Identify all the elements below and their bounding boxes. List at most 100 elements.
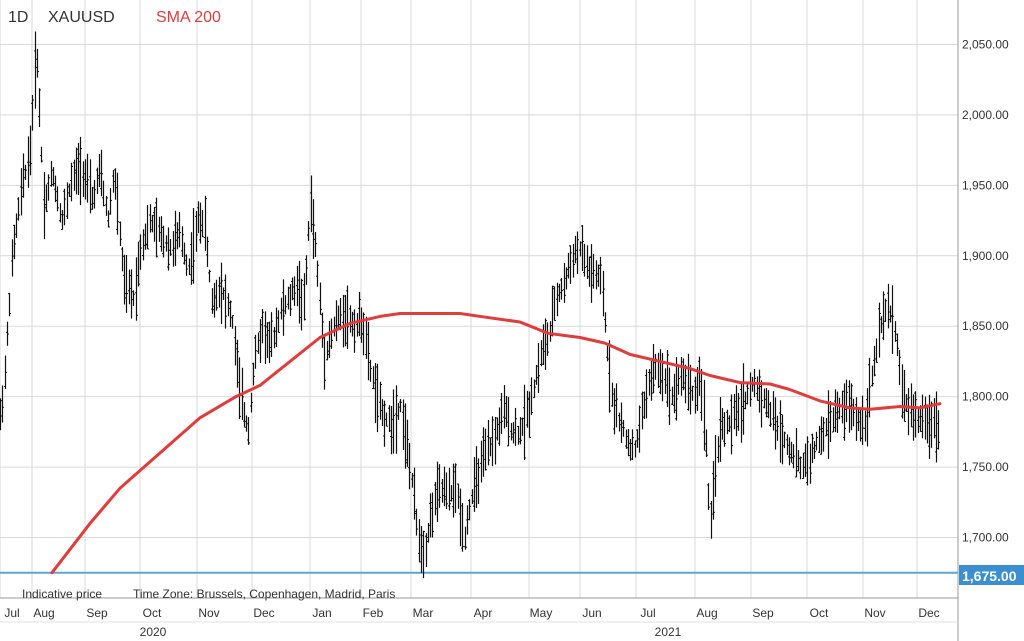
ohlc-bar: [206, 236, 209, 267]
ohlc-bar: [17, 197, 20, 221]
ohlc-bar: [726, 409, 729, 435]
ohlc-bar: [673, 373, 676, 414]
ohlc-bar: [707, 483, 710, 510]
interval-label[interactable]: 1D: [8, 9, 28, 26]
ohlc-bar: [802, 452, 805, 479]
x-axis-ticks: Jul Aug Sep Oct Nov Dec Jan Feb Mar Apr May Jun Jul A…: [4, 606, 939, 620]
ohlc-bar: [767, 390, 770, 419]
ohlc-bar: [572, 243, 575, 278]
ohlc-bar: [119, 221, 122, 246]
ohlc-bar: [891, 285, 894, 354]
ohlc-bar: [919, 405, 922, 432]
ohlc-bar: [250, 392, 253, 413]
ohlc-bar: [657, 352, 660, 389]
ohlc-bar: [579, 241, 582, 257]
ohlc-bar: [489, 437, 492, 457]
ohlc-bar: [383, 400, 386, 447]
ohlc-bar: [77, 142, 80, 196]
ohlc-bar: [215, 279, 218, 311]
ohlc-bar: [155, 197, 158, 258]
ohlc-bar: [829, 401, 832, 442]
ohlc-bar: [454, 463, 457, 514]
ohlc-bar: [436, 461, 439, 522]
ohlc-bar: [452, 463, 455, 518]
ohlc-bar: [760, 380, 763, 428]
ohlc-bar: [599, 256, 602, 295]
ohlc-bar: [459, 488, 462, 547]
ohlc-bar: [730, 394, 733, 455]
ohlc-bar: [165, 235, 168, 252]
ohlc-bar: [645, 369, 648, 419]
ohlc-bar: [756, 376, 759, 401]
ohlc-bar: [6, 321, 9, 346]
ohlc-bar: [595, 260, 598, 290]
ohlc-bar: [611, 382, 614, 407]
ohlc-bar: [346, 285, 349, 349]
ohlc-bar: [815, 431, 818, 451]
ohlc-bar: [379, 381, 382, 420]
ohlc-bar: [172, 231, 175, 267]
ohlc-bar: [183, 242, 186, 265]
ohlc-bar: [535, 364, 538, 385]
ohlc-bar: [75, 147, 78, 195]
ohlc-bar: [843, 383, 846, 441]
x-tick-label: Nov: [864, 606, 885, 620]
ohlc-bar: [162, 225, 165, 258]
ohlc-bar: [740, 383, 743, 443]
ohlc-bar: [719, 396, 722, 462]
ohlc-bar: [613, 388, 616, 435]
ohlc-bar: [544, 318, 547, 370]
ohlc-bar: [270, 312, 273, 357]
price-badge-label: 1,675.00: [962, 568, 1017, 584]
ohlc-bar: [20, 168, 23, 216]
ohlc-bar: [687, 353, 690, 411]
ohlc-bar: [804, 443, 807, 477]
ohlc-bar: [880, 316, 883, 334]
ohlc-bar: [418, 519, 421, 563]
ohlc-bar: [514, 407, 517, 446]
ohlc-bar: [615, 383, 618, 428]
ohlc-bar: [86, 153, 89, 203]
ohlc-bar: [583, 243, 586, 277]
ohlc-bar: [783, 431, 786, 449]
ohlc-bar: [533, 379, 536, 399]
ohlc-bar: [450, 485, 453, 502]
y-tick-label: 1,850.00: [962, 319, 1009, 333]
ohlc-bar: [765, 388, 768, 418]
ohlc-bar: [797, 450, 800, 472]
ohlc-bar: [710, 500, 713, 539]
ohlc-bar: [91, 186, 94, 210]
ohlc-bar: [606, 343, 609, 362]
ohlc-bar: [11, 239, 14, 277]
ohlc-bar: [795, 428, 798, 478]
indicator-label[interactable]: SMA 200: [156, 9, 221, 26]
ohlc-bar: [243, 402, 246, 428]
ohlc-bar: [588, 256, 591, 287]
ohlc-bar: [374, 363, 377, 424]
ohlc-bar: [921, 394, 924, 439]
ohlc-bar: [24, 164, 27, 180]
x-tick-label: Mar: [413, 606, 434, 620]
ohlc-bar: [866, 388, 869, 447]
symbol-label[interactable]: XAUUSD: [48, 9, 115, 26]
ohlc-bar: [245, 415, 248, 432]
ohlc-bar: [714, 434, 717, 497]
ohlc-bar: [144, 223, 147, 250]
ohlc-bar: [98, 154, 101, 188]
ohlc-bar: [188, 258, 191, 276]
ohlc-bar: [737, 392, 740, 431]
ohlc-bar: [491, 416, 494, 467]
ohlc-bar: [505, 395, 508, 427]
ohlc-bar: [648, 368, 651, 396]
ohlc-bar: [590, 244, 593, 303]
ohlc-bar: [45, 184, 48, 212]
ohlc-bar: [293, 276, 296, 306]
ohlc-bar: [376, 363, 379, 433]
ohlc-bar: [121, 247, 124, 272]
ohlc-bar: [102, 180, 105, 207]
x-tick-label: Nov: [198, 606, 219, 620]
ohlc-bar: [116, 172, 119, 235]
ohlc-bar: [857, 407, 860, 432]
ohlc-bar: [185, 254, 188, 276]
ohlc-bar: [385, 412, 388, 427]
